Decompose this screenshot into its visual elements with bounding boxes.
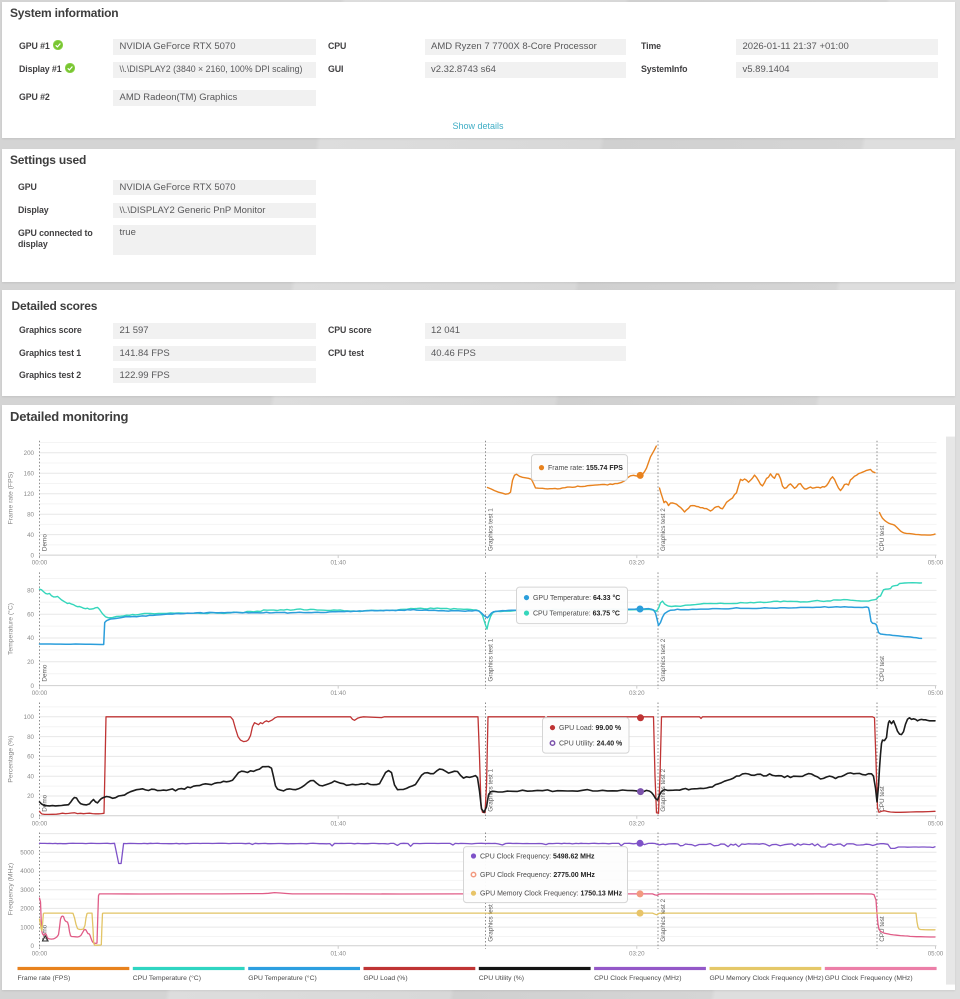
svg-text:80: 80 (27, 734, 34, 741)
svg-text:100: 100 (23, 714, 34, 721)
svg-text:Graphics test 2: Graphics test 2 (659, 508, 666, 551)
svg-text:60: 60 (27, 754, 34, 761)
svg-text:Demo: Demo (41, 534, 48, 551)
svg-text:5000: 5000 (20, 850, 34, 857)
svg-text:40: 40 (27, 774, 34, 781)
svg-text:GPU Load: 99.00 %: GPU Load: 99.00 % (558, 725, 621, 732)
svg-text:Frame rate (FPS): Frame rate (FPS) (7, 472, 14, 525)
svg-text:CPU Clock Frequency (MHz): CPU Clock Frequency (MHz) (594, 975, 681, 982)
svg-text:01:40: 01:40 (330, 821, 346, 828)
svg-text:Graphics test 1: Graphics test 1 (487, 639, 494, 682)
svg-text:CPU test: CPU test (878, 656, 885, 682)
svg-text:01:40: 01:40 (330, 690, 346, 697)
svg-text:GPU Clock Frequency (MHz): GPU Clock Frequency (MHz) (824, 975, 912, 982)
svg-text:3000: 3000 (20, 887, 34, 894)
svg-text:00:00: 00:00 (31, 821, 47, 828)
svg-text:200: 200 (23, 450, 34, 457)
svg-text:Graphics test 1: Graphics test 1 (487, 508, 494, 551)
svg-text:05:00: 05:00 (927, 560, 943, 567)
svg-text:05:00: 05:00 (927, 690, 943, 697)
svg-text:03:20: 03:20 (629, 951, 645, 958)
svg-text:20: 20 (27, 794, 34, 801)
svg-text:CPU Utility (%): CPU Utility (%) (478, 975, 523, 982)
svg-text:CPU test: CPU test (878, 526, 885, 552)
svg-text:0: 0 (30, 943, 34, 950)
svg-text:Graphics test 2: Graphics test 2 (659, 899, 666, 942)
svg-text:CPU Temperature (°C): CPU Temperature (°C) (132, 974, 200, 982)
svg-text:GPU Temperature: 64.33 °C: GPU Temperature: 64.33 °C (532, 594, 619, 602)
svg-text:CPU Temperature: 63.75 °C: CPU Temperature: 63.75 °C (532, 610, 619, 618)
svg-text:40: 40 (27, 636, 34, 643)
svg-text:Demo: Demo (41, 665, 48, 682)
svg-text:0: 0 (30, 683, 34, 690)
svg-text:GPU Clock Frequency: 2775.00 M: GPU Clock Frequency: 2775.00 MHz (480, 872, 595, 879)
svg-text:GPU Memory Clock Frequency (MH: GPU Memory Clock Frequency (MHz) (709, 975, 823, 982)
svg-text:Temperature (°C): Temperature (°C) (6, 603, 14, 655)
svg-text:4000: 4000 (20, 869, 34, 876)
svg-text:0: 0 (30, 553, 34, 560)
svg-text:GPU Load (%): GPU Load (%) (363, 975, 407, 982)
svg-text:60: 60 (27, 612, 34, 619)
svg-text:1000: 1000 (20, 925, 34, 932)
svg-text:CPU Utility: 24.40 %: CPU Utility: 24.40 % (558, 741, 622, 748)
svg-text:00:00: 00:00 (31, 560, 47, 567)
svg-text:Frame rate (FPS): Frame rate (FPS) (17, 975, 70, 982)
svg-text:00:00: 00:00 (31, 690, 47, 697)
svg-text:03:20: 03:20 (629, 560, 645, 567)
svg-text:160: 160 (23, 471, 34, 478)
svg-text:CPU test: CPU test (878, 916, 885, 942)
svg-text:80: 80 (27, 512, 34, 519)
svg-text:05:00: 05:00 (927, 821, 943, 828)
svg-text:Frequency (MHz): Frequency (MHz) (7, 863, 14, 915)
svg-text:Graphics test 1: Graphics test 1 (487, 769, 494, 812)
svg-text:GPU Temperature (°C): GPU Temperature (°C) (248, 974, 317, 982)
svg-text:40: 40 (27, 532, 34, 539)
svg-text:05:00: 05:00 (927, 951, 943, 958)
svg-text:Graphics test 1: Graphics test 1 (487, 899, 494, 942)
svg-text:01:40: 01:40 (330, 951, 346, 958)
svg-text:Percentage (%): Percentage (%) (7, 736, 14, 783)
svg-text:120: 120 (23, 491, 34, 498)
svg-text:01:40: 01:40 (330, 560, 346, 567)
svg-text:CPU test: CPU test (878, 786, 885, 812)
svg-text:Demo: Demo (41, 795, 48, 812)
svg-text:20: 20 (27, 659, 34, 666)
svg-text:03:20: 03:20 (629, 690, 645, 697)
svg-text:80: 80 (27, 588, 34, 595)
svg-text:CPU Clock Frequency: 5498.62 M: CPU Clock Frequency: 5498.62 MHz (480, 854, 595, 861)
svg-text:Frame rate: 155.74 FPS: Frame rate: 155.74 FPS (547, 465, 622, 472)
svg-text:0: 0 (30, 813, 34, 820)
svg-text:Demo: Demo (41, 925, 48, 942)
svg-text:2000: 2000 (20, 906, 34, 913)
svg-text:00:00: 00:00 (31, 951, 47, 958)
svg-text:Graphics test 2: Graphics test 2 (659, 639, 666, 682)
svg-text:GPU Memory Clock Frequency: 17: GPU Memory Clock Frequency: 1750.13 MHz (480, 891, 623, 898)
svg-text:03:20: 03:20 (629, 821, 645, 828)
